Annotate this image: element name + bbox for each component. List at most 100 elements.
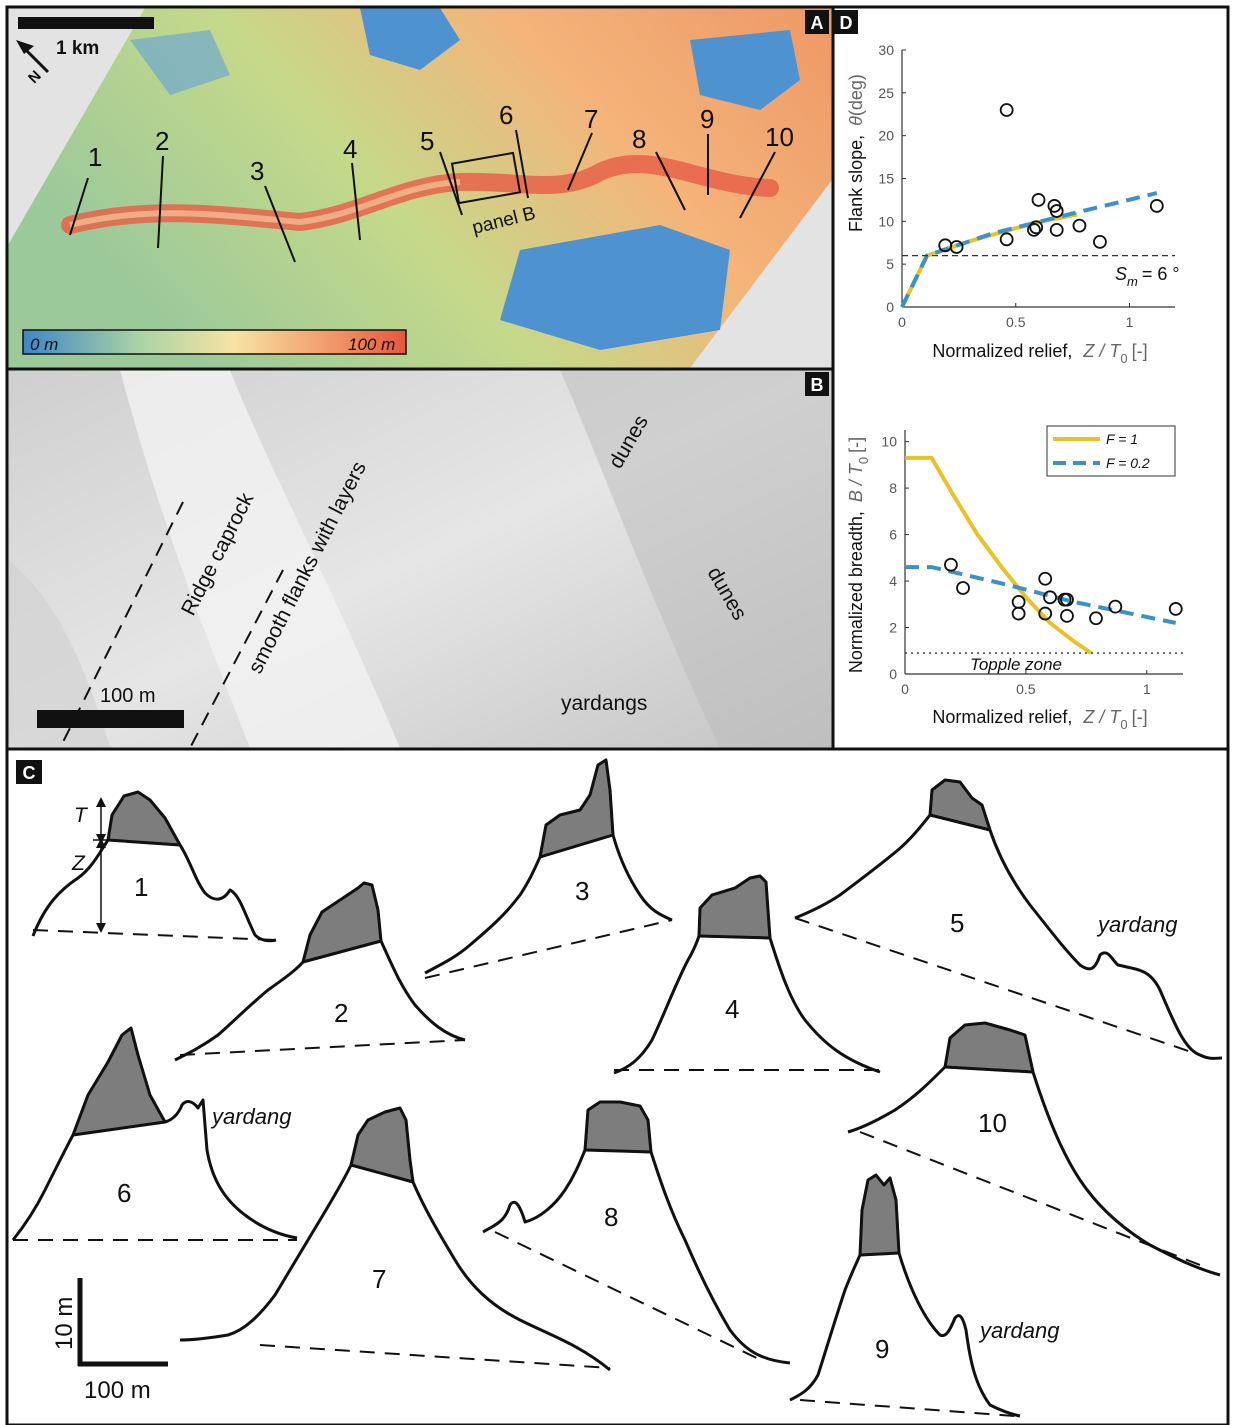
breadth-data-point — [1060, 592, 1074, 607]
slope-chart-xlabel: Normalized relief, Z / T0 [-] — [932, 341, 1147, 366]
topple-zone-label: Topple zone — [970, 655, 1062, 674]
slope-data-point — [1031, 193, 1046, 207]
yardang-label-9: yardang — [978, 1318, 1060, 1343]
transect-label-4: 4 — [343, 134, 357, 164]
breadth-y-tick-label: 2 — [889, 620, 897, 636]
profile-10 — [847, 1021, 1221, 1277]
profile-label-2: 2 — [334, 998, 348, 1028]
transect-label-1: 1 — [88, 142, 102, 172]
breadth-data-point — [1038, 606, 1053, 621]
slope-data-point — [1027, 222, 1041, 237]
yardang-label-6: yardang — [210, 1104, 292, 1129]
z-label: Z — [71, 852, 86, 875]
slope-x-tick-label: 0.5 — [1006, 314, 1026, 330]
profile-label-8: 8 — [604, 1202, 618, 1232]
transect-label-9: 9 — [700, 104, 714, 134]
transect-label-3: 3 — [250, 156, 264, 186]
profile-6 — [11, 1026, 298, 1241]
breadth-data-point — [1011, 606, 1026, 621]
breadth-data-point — [1043, 590, 1057, 605]
profile-scale-bar: 10 m 100 m — [51, 1278, 168, 1404]
panel-a-label: A — [811, 13, 824, 33]
panel-c-label: C — [23, 763, 36, 783]
slope-data-point — [949, 240, 964, 254]
slope-chart: 0 5 10 15 20 25 30 0 0.5 1 Normalized relief, Z /… — [846, 42, 1180, 366]
breadth-y-tick-label: 0 — [889, 666, 897, 682]
slope-x-tick-label: 0 — [898, 314, 906, 330]
panel-b-label: B — [811, 375, 824, 395]
panel-b: Ridge caprock smooth flanks with layers … — [8, 370, 832, 749]
scale-bar-100m — [37, 710, 184, 728]
breadth-series-f02 — [905, 565, 1177, 625]
breadth-chart: 0 2 4 6 8 10 0 0.5 1 Topple zone Normalized reli… — [846, 425, 1183, 732]
profile-7 — [179, 1106, 611, 1372]
slope-chart-ylabel: Flank slope, θ(deg) — [846, 74, 866, 232]
scale-bar-label: 1 km — [56, 38, 99, 59]
legend-label-f1: F = 1 — [1106, 431, 1138, 447]
slope-data-point — [1149, 199, 1164, 213]
profile-5 — [794, 778, 1223, 1061]
breadth-chart-axes — [904, 430, 1183, 675]
transect-label-10: 10 — [765, 122, 794, 152]
transect-label-6: 6 — [499, 100, 513, 130]
profile-2 — [174, 881, 466, 1062]
t-label: T — [74, 804, 89, 827]
scale-bar-100m-label: 100 m — [100, 685, 156, 707]
sm-reference-label: Sm = 6 ° — [1115, 264, 1180, 289]
profile-label-6: 6 — [117, 1178, 131, 1208]
slope-y-tick-label: 30 — [878, 42, 894, 58]
slope-y-tick-label: 20 — [878, 128, 894, 144]
legend-label-f02: F = 0.2 — [1106, 455, 1150, 471]
panel-c: C — [8, 750, 1228, 1425]
breadth-y-tick-label: 6 — [889, 527, 897, 543]
profile-label-4: 4 — [725, 994, 739, 1024]
slope-y-tick-label: 10 — [878, 213, 894, 229]
slope-y-tick-label: 0 — [886, 299, 894, 315]
label-yardangs: yardangs — [561, 692, 647, 715]
breadth-series-f1 — [905, 455, 1093, 655]
slope-data-point — [1049, 222, 1064, 237]
breadth-data-point — [956, 581, 970, 595]
transect-label-8: 8 — [632, 124, 646, 154]
profile-3 — [424, 758, 673, 979]
panel-a: 1 2 3 4 5 6 7 8 9 10 panel B 1 km N 0 m … — [8, 8, 832, 368]
breadth-data-point — [1108, 599, 1123, 614]
breadth-x-tick-label: 0.5 — [1016, 681, 1036, 697]
profile-8 — [482, 1100, 791, 1365]
breadth-data-point — [1038, 571, 1053, 586]
breadth-data-point — [1089, 611, 1103, 626]
profile-1 — [31, 790, 277, 943]
panel-b-dashed-lines — [59, 501, 284, 749]
slope-data-point — [999, 103, 1014, 117]
slope-data-point — [1072, 218, 1087, 233]
colorbar — [22, 329, 407, 355]
profile-4 — [613, 874, 881, 1075]
profile-label-1: 1 — [134, 872, 148, 902]
slope-data-point — [1049, 204, 1064, 218]
panel-b-inset-box — [450, 151, 522, 205]
slope-series-f02 — [900, 191, 1158, 308]
slope-y-tick-label: 25 — [878, 85, 894, 101]
scale-bar-1km — [18, 17, 154, 29]
profile-label-7: 7 — [372, 1264, 386, 1294]
breadth-y-tick-label: 8 — [889, 480, 897, 496]
profile-label-3: 3 — [575, 876, 589, 906]
breadth-x-tick-label: 1 — [1143, 681, 1151, 697]
breadth-data-point — [1060, 609, 1074, 623]
profile-label-10: 10 — [978, 1108, 1007, 1138]
profile-9 — [789, 1173, 1021, 1418]
slope-y-tick-label: 5 — [886, 256, 894, 272]
panel-d-label: D — [840, 13, 853, 33]
slope-x-tick-label: 1 — [1126, 314, 1134, 330]
yardang-label-5: yardang — [1096, 912, 1178, 937]
slope-data-point — [1029, 220, 1044, 235]
colorbar-max: 100 m — [348, 335, 395, 354]
transect-label-5: 5 — [420, 126, 434, 156]
t-z-annotation: T Z — [71, 797, 110, 933]
breadth-chart-xlabel: Normalized relief, Z / T0 [-] — [932, 707, 1147, 732]
breadth-x-tick-label: 0 — [901, 681, 909, 697]
breadth-y-tick-label: 10 — [881, 434, 897, 450]
transect-label-7: 7 — [584, 104, 598, 134]
